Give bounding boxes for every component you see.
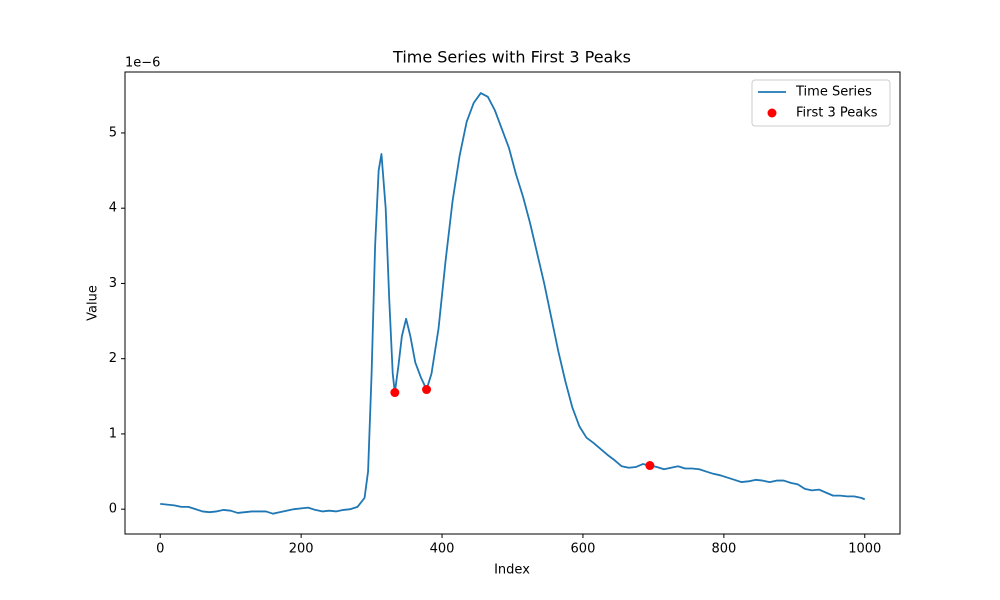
y-tick-label: 5 <box>109 125 117 140</box>
x-tick-label: 400 <box>430 542 455 557</box>
y-tick-label: 0 <box>109 502 117 517</box>
y-tick-label: 1 <box>109 426 117 441</box>
x-tick-label: 600 <box>571 542 596 557</box>
peak-point <box>645 461 655 471</box>
legend-label: Time Series <box>795 85 872 100</box>
x-tick-label: 1000 <box>848 542 881 557</box>
y-offset-label: 1e−6 <box>125 56 160 71</box>
x-tick-label: 200 <box>289 542 314 557</box>
y-axis-label: Value <box>86 285 101 321</box>
legend-marker <box>767 108 777 118</box>
peak-point <box>390 388 400 398</box>
legend-label: First 3 Peaks <box>796 106 878 121</box>
plot-frame <box>124 71 901 535</box>
legend-box <box>751 79 891 127</box>
x-tick-label: 800 <box>711 542 736 557</box>
peak-point <box>422 385 432 395</box>
chart-title: Time Series with First 3 Peaks <box>392 48 631 67</box>
x-axis-label: Index <box>494 563 530 578</box>
y-tick-label: 3 <box>109 276 117 291</box>
y-tick-label: 4 <box>109 201 117 216</box>
y-tick-label: 2 <box>109 351 117 366</box>
x-tick-label: 0 <box>156 542 164 557</box>
series-line <box>160 92 866 515</box>
